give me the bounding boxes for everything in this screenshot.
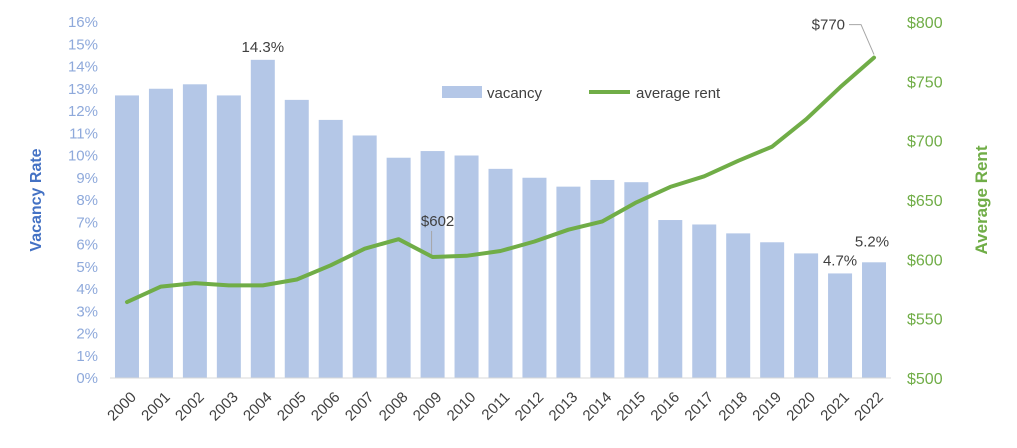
left-tick-label: 16%: [68, 14, 98, 31]
vacancy-bar: [590, 179, 615, 378]
x-tick-label: 2001: [138, 389, 174, 425]
left-tick-label: 10%: [68, 148, 98, 165]
right-tick-label: $550: [907, 312, 943, 329]
right-tick-label: $700: [907, 134, 943, 151]
vacancy-bar: [624, 182, 649, 378]
legend: vacancy average rent: [442, 85, 721, 102]
vacancy-bars: [114, 59, 887, 379]
x-tick-label: 2000: [104, 389, 140, 425]
vacancy-bar: [828, 273, 853, 378]
vacancy-bar: [454, 155, 479, 378]
vacancy-bar: [148, 88, 173, 378]
x-tick-label: 2015: [614, 389, 650, 425]
x-tick-label: 2022: [851, 389, 887, 425]
x-tick-label: 2012: [512, 389, 548, 425]
vacancy-bar: [250, 59, 275, 378]
rent-data-label: $770: [812, 17, 845, 34]
left-tick-label: 15%: [68, 36, 98, 53]
left-tick-label: 6%: [76, 237, 98, 254]
left-tick-label: 8%: [76, 192, 98, 209]
data-labels: 14.3% 4.7% 5.2% $602 $770: [242, 17, 890, 270]
right-axis: $500 $550 $600 $650 $700 $750 $800: [907, 15, 943, 388]
rent-label-leader: [849, 24, 875, 55]
left-tick-label: 12%: [68, 103, 98, 120]
right-tick-label: $500: [907, 371, 943, 388]
vacancy-bar: [794, 253, 819, 378]
left-tick-label: 0%: [76, 370, 98, 387]
x-tick-label: 2002: [172, 389, 208, 425]
vacancy-bar: [386, 157, 411, 378]
right-tick-label: $600: [907, 252, 943, 269]
left-tick-label: 13%: [68, 81, 98, 98]
vacancy-data-label: 5.2%: [855, 233, 889, 250]
x-tick-label: 2021: [817, 389, 853, 425]
x-tick-label: 2007: [342, 389, 378, 425]
left-tick-label: 5%: [76, 259, 98, 276]
vacancy-bar: [556, 186, 581, 378]
x-tick-label: 2016: [647, 389, 683, 425]
vacancy-bar: [692, 224, 717, 378]
vacancy-data-label: 14.3%: [242, 39, 285, 56]
vacancy-bar: [318, 119, 343, 379]
vacancy-bar: [488, 168, 513, 378]
average-rent-line: [125, 55, 876, 305]
x-tick-label: 2004: [240, 389, 276, 425]
right-tick-label: $750: [907, 74, 943, 91]
rent-line: [125, 55, 876, 305]
rent-data-label: $602: [421, 213, 454, 230]
vacancy-bar: [284, 99, 309, 378]
x-tick-label: 2014: [580, 389, 616, 425]
left-tick-label: 4%: [76, 281, 98, 298]
x-tick-label: 2003: [206, 389, 242, 425]
x-tick-label: 2020: [783, 389, 819, 425]
vacancy-bar: [420, 151, 445, 378]
legend-label-vacancy: vacancy: [487, 85, 543, 102]
x-tick-label: 2005: [274, 389, 310, 425]
vacancy-bar: [352, 135, 377, 378]
left-tick-label: 7%: [76, 214, 98, 231]
vacancy-bar: [862, 262, 887, 378]
left-tick-label: 1%: [76, 348, 98, 365]
x-axis: 2000200120022003200420052006200720082009…: [104, 377, 891, 425]
left-tick-label: 3%: [76, 303, 98, 320]
x-tick-label: 2018: [715, 389, 751, 425]
left-tick-label: 9%: [76, 170, 98, 187]
vacancy-bar: [658, 220, 683, 378]
x-tick-label: 2010: [444, 389, 480, 425]
left-tick-label: 14%: [68, 59, 98, 76]
x-tick-label: 2009: [410, 389, 446, 425]
legend-swatch-vacancy: [442, 86, 482, 98]
x-tick-label: 2019: [749, 389, 785, 425]
left-axis: 0% 1% 2% 3% 4% 5% 6% 7% 8% 9% 10% 11% 12% 13% 14% 15% 16…: [68, 14, 98, 387]
x-tick-label: 2017: [681, 389, 717, 425]
vacancy-bar: [760, 242, 785, 378]
vacancy-data-label: 4.7%: [823, 252, 857, 269]
x-tick-label: 2008: [376, 389, 412, 425]
left-tick-label: 2%: [76, 326, 98, 343]
right-tick-label: $800: [907, 15, 943, 32]
vacancy-bar: [216, 95, 241, 379]
vacancy-bar: [114, 95, 139, 379]
vacancy-bar: [726, 233, 751, 378]
x-tick-label: 2011: [478, 389, 513, 424]
left-axis-title: Vacancy Rate: [28, 148, 45, 251]
x-tick-label: 2013: [546, 389, 582, 425]
left-tick-label: 11%: [69, 125, 98, 142]
vacancy-bar: [522, 177, 547, 378]
right-axis-title: Average Rent: [972, 145, 991, 254]
legend-label-rent: average rent: [636, 85, 721, 102]
right-tick-label: $650: [907, 193, 943, 210]
x-tick-label: 2006: [308, 389, 344, 425]
vacancy-bar: [182, 84, 207, 379]
